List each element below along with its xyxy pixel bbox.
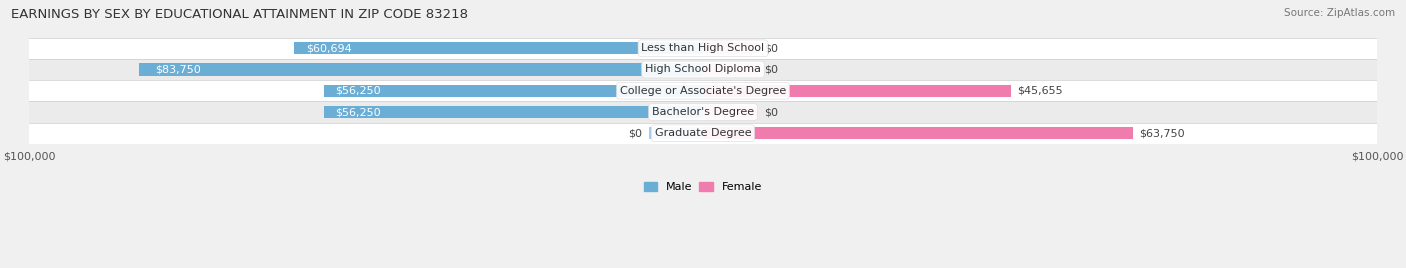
Bar [703,63,756,76]
Text: $0: $0 [763,107,778,117]
Text: Source: ZipAtlas.com: Source: ZipAtlas.com [1284,8,1395,18]
Text: Graduate Degree: Graduate Degree [655,128,751,138]
Text: College or Associate's Degree: College or Associate's Degree [620,86,786,96]
Bar [323,106,703,118]
Bar [30,59,1376,80]
Bar [703,85,1011,97]
Text: $60,694: $60,694 [307,43,352,53]
Text: $56,250: $56,250 [335,107,381,117]
Text: EARNINGS BY SEX BY EDUCATIONAL ATTAINMENT IN ZIP CODE 83218: EARNINGS BY SEX BY EDUCATIONAL ATTAINMEN… [11,8,468,21]
Text: $56,250: $56,250 [335,86,381,96]
Text: $45,655: $45,655 [1018,86,1063,96]
Text: $0: $0 [763,43,778,53]
Bar [30,101,1376,123]
Bar [30,38,1376,59]
Bar [294,42,703,54]
Legend: Male, Female: Male, Female [640,178,766,197]
Text: Bachelor's Degree: Bachelor's Degree [652,107,754,117]
Text: Less than High School: Less than High School [641,43,765,53]
Bar [703,106,756,118]
Text: $0: $0 [628,128,643,138]
Bar [323,85,703,97]
Text: $0: $0 [763,65,778,75]
Bar [139,63,703,76]
Text: $83,750: $83,750 [156,65,201,75]
Text: High School Diploma: High School Diploma [645,65,761,75]
Bar [650,127,703,139]
Bar [30,123,1376,144]
Bar [703,127,1133,139]
Bar [30,80,1376,101]
Text: $63,750: $63,750 [1139,128,1185,138]
Bar [703,42,756,54]
